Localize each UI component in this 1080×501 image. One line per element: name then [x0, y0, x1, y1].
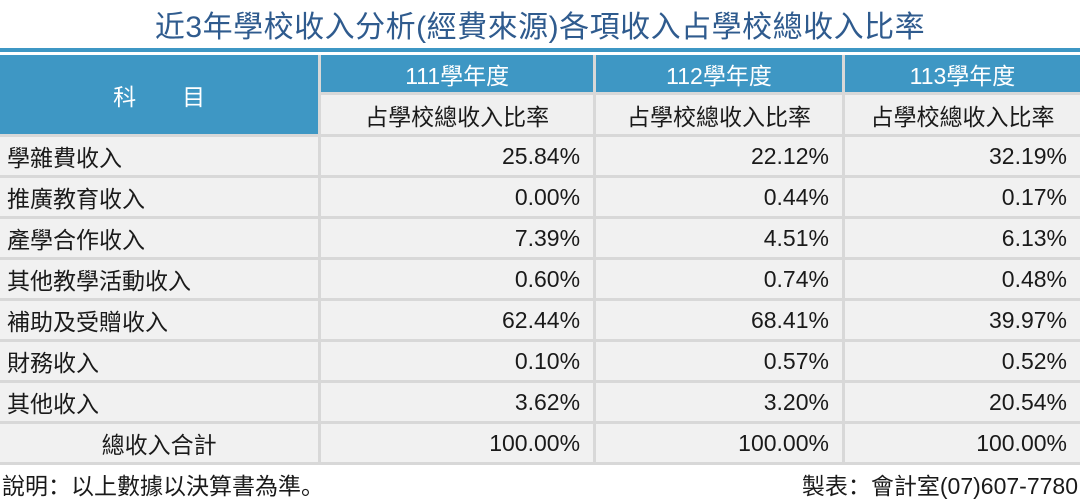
row-label: 其他收入	[0, 383, 319, 421]
row-value: 4.51%	[596, 219, 842, 257]
row-value: 0.17%	[844, 178, 1080, 216]
table-top-border	[0, 48, 1080, 52]
row-value: 0.00%	[321, 178, 594, 216]
footer-credit: 製表：會計室(07)607-7780	[801, 473, 1078, 499]
row-value: 25.84%	[321, 137, 594, 175]
row-label: 補助及受贈收入	[0, 301, 319, 339]
row-value: 3.20%	[596, 383, 842, 421]
income-table: 科 目 111學年度 112學年度 113學年度 占學校總收入比率 占學校總收入…	[0, 55, 1080, 465]
total-row-value: 100.00%	[596, 424, 842, 462]
year-header-113: 113學年度	[844, 55, 1080, 92]
row-value: 0.74%	[596, 260, 842, 298]
row-value: 0.57%	[596, 342, 842, 380]
row-value: 0.10%	[321, 342, 594, 380]
total-row-value: 100.00%	[321, 424, 594, 462]
row-value: 3.62%	[321, 383, 594, 421]
total-row-label: 總收入合計	[0, 424, 319, 462]
row-value: 0.60%	[321, 260, 594, 298]
row-label: 其他教學活動收入	[0, 260, 319, 298]
row-value: 32.19%	[844, 137, 1080, 175]
row-value: 22.12%	[596, 137, 842, 175]
row-value: 0.52%	[844, 342, 1080, 380]
page-title: 近3年學校收入分析(經費來源)各項收入占學校總收入比率	[154, 11, 926, 45]
row-value: 68.41%	[596, 301, 842, 339]
total-row-value: 100.00%	[844, 424, 1080, 462]
footer-note: 說明：以上數據以決算書為準。	[2, 473, 324, 499]
row-value: 7.39%	[321, 219, 594, 257]
row-value: 39.97%	[844, 301, 1080, 339]
row-value: 20.54%	[844, 383, 1080, 421]
row-label: 財務收入	[0, 342, 319, 380]
row-label: 推廣教育收入	[0, 178, 319, 216]
subheader-ratio-113: 占學校總收入比率	[844, 95, 1080, 134]
year-header-111: 111學年度	[321, 55, 594, 92]
footer: 說明：以上數據以決算書為準。 製表：會計室(07)607-7780	[0, 465, 1080, 501]
row-label: 產學合作收入	[0, 219, 319, 257]
year-header-112: 112學年度	[596, 55, 842, 92]
row-value: 0.48%	[844, 260, 1080, 298]
subheader-ratio-111: 占學校總收入比率	[321, 95, 594, 134]
row-value: 6.13%	[844, 219, 1080, 257]
subheader-ratio-112: 占學校總收入比率	[596, 95, 842, 134]
row-value: 0.44%	[596, 178, 842, 216]
row-label: 學雜費收入	[0, 137, 319, 175]
row-value: 62.44%	[321, 301, 594, 339]
subject-header-cell: 科 目	[0, 55, 319, 134]
